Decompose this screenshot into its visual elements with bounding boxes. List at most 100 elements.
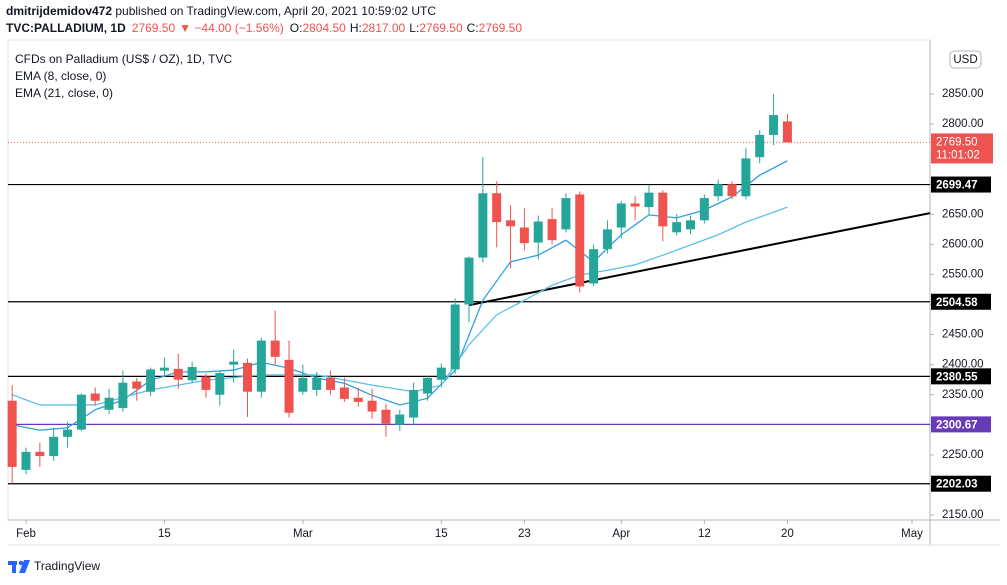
candle-body <box>409 389 419 418</box>
currency[interactable]: USD <box>953 54 977 66</box>
candle-body <box>104 397 114 410</box>
y-tick-label: 2550.00 <box>942 268 984 280</box>
header-line-2: TVC:PALLADIUM, 1D 2769.50 ▼ −44.00 (−1.56%… <box>6 21 522 35</box>
candle-body <box>215 373 225 395</box>
legend-entry: CFDs on Palladium (US$ / OZ), 1D, TVC <box>15 52 233 66</box>
candle-body <box>602 229 612 250</box>
candle-body <box>173 368 183 380</box>
currency-button[interactable] <box>949 50 982 69</box>
last-price-label: 2769.50 <box>936 136 978 148</box>
candle-body <box>589 249 599 284</box>
x-tick-label: 23 <box>518 528 531 540</box>
candle-body <box>561 198 571 230</box>
candle-body <box>146 369 156 392</box>
level-label: 2300.67 <box>936 419 978 431</box>
candle-body <box>63 429 73 437</box>
x-tick-label: 15 <box>158 528 171 540</box>
candle-body <box>201 376 211 390</box>
ohlc-value: 2769.50 <box>419 21 463 35</box>
legend-entry: EMA (8, close, 0) <box>15 69 106 83</box>
ohlc-value: 2804.50 <box>302 21 346 35</box>
level-label: 2504.58 <box>936 297 978 309</box>
candle-body <box>478 193 488 258</box>
candle-body <box>492 193 502 223</box>
ohlc-label: L: <box>409 21 419 35</box>
y-tick-label: 2450.00 <box>942 329 984 341</box>
ema-line <box>12 160 788 431</box>
last: 2769.50 <box>132 21 176 35</box>
published: published on TradingView.com, April 20, … <box>112 4 436 18</box>
candle-body <box>312 377 322 390</box>
brand: TradingView <box>34 559 100 573</box>
candle-body <box>7 400 17 467</box>
tradingview-logo <box>8 560 30 573</box>
change: ▼ −44.00 (−1.56%) <box>179 21 284 35</box>
x-tick-label: Feb <box>16 528 36 540</box>
candle-body <box>49 436 59 457</box>
candle-body <box>644 192 654 208</box>
candle-body <box>187 367 197 381</box>
x-tick-label: May <box>901 528 923 540</box>
level-label-box <box>931 416 991 433</box>
y-tick-label: 2350.00 <box>942 389 984 401</box>
candle-body <box>381 409 391 424</box>
candle-body <box>35 451 45 457</box>
candle-body <box>436 367 446 380</box>
ohlc-value: 2817.00 <box>362 21 406 35</box>
candle-body <box>727 184 737 197</box>
x-tick-label: Apr <box>612 528 630 540</box>
ohlc-label: O: <box>290 21 303 35</box>
level-label: 2380.55 <box>936 371 978 383</box>
author: dmitrijdemidov472 <box>6 4 112 18</box>
x-tick-label: 15 <box>435 528 448 540</box>
candle-body <box>326 377 336 390</box>
candle-body <box>464 257 474 305</box>
candle-body <box>699 198 709 221</box>
y-tick-label: 2600.00 <box>942 238 984 250</box>
candle-body <box>782 121 792 143</box>
candle-body <box>353 397 363 402</box>
level-label-box <box>931 368 991 385</box>
candle-body <box>630 203 640 207</box>
candle-body <box>270 340 280 357</box>
candle-body <box>450 304 460 370</box>
candle-body <box>769 115 779 135</box>
candle-body <box>284 359 294 413</box>
y-tick-label: 2800.00 <box>942 118 984 130</box>
candle-body <box>21 451 31 470</box>
candle-body <box>575 194 585 287</box>
ohlc-label: H: <box>350 21 362 35</box>
candle-body <box>367 400 377 412</box>
candle-body <box>229 361 239 365</box>
candle-body <box>519 227 529 244</box>
level-label-box <box>931 176 991 193</box>
candle-body <box>755 134 765 158</box>
candle-body <box>76 394 86 430</box>
level-label-box <box>931 293 991 310</box>
candle-body <box>395 414 405 425</box>
candle-body <box>686 220 696 230</box>
last-price-box <box>931 133 993 164</box>
x-tick-label: Mar <box>293 528 313 540</box>
candle-body <box>242 362 252 392</box>
candle-body <box>422 377 432 394</box>
y-tick-label: 2650.00 <box>942 208 984 220</box>
y-tick-label: 2150.00 <box>942 509 984 521</box>
legend-entry: EMA (21, close, 0) <box>15 86 113 100</box>
candle-body <box>298 377 308 392</box>
level-label-box <box>931 475 991 492</box>
candle-body <box>118 382 128 408</box>
candle-body <box>672 222 682 233</box>
ohlc-label: C: <box>467 21 479 35</box>
level-label: 2202.03 <box>936 479 978 491</box>
y-tick-label: 2400.00 <box>942 359 984 371</box>
trendline <box>468 212 931 307</box>
x-tick-label: 12 <box>698 528 711 540</box>
candle-body <box>658 192 668 227</box>
symbol: TVC:PALLADIUM, 1D <box>6 21 126 35</box>
header-line-1: dmitrijdemidov472 published on TradingVi… <box>6 4 436 18</box>
candle-body <box>713 184 723 197</box>
candle-body <box>506 220 516 227</box>
